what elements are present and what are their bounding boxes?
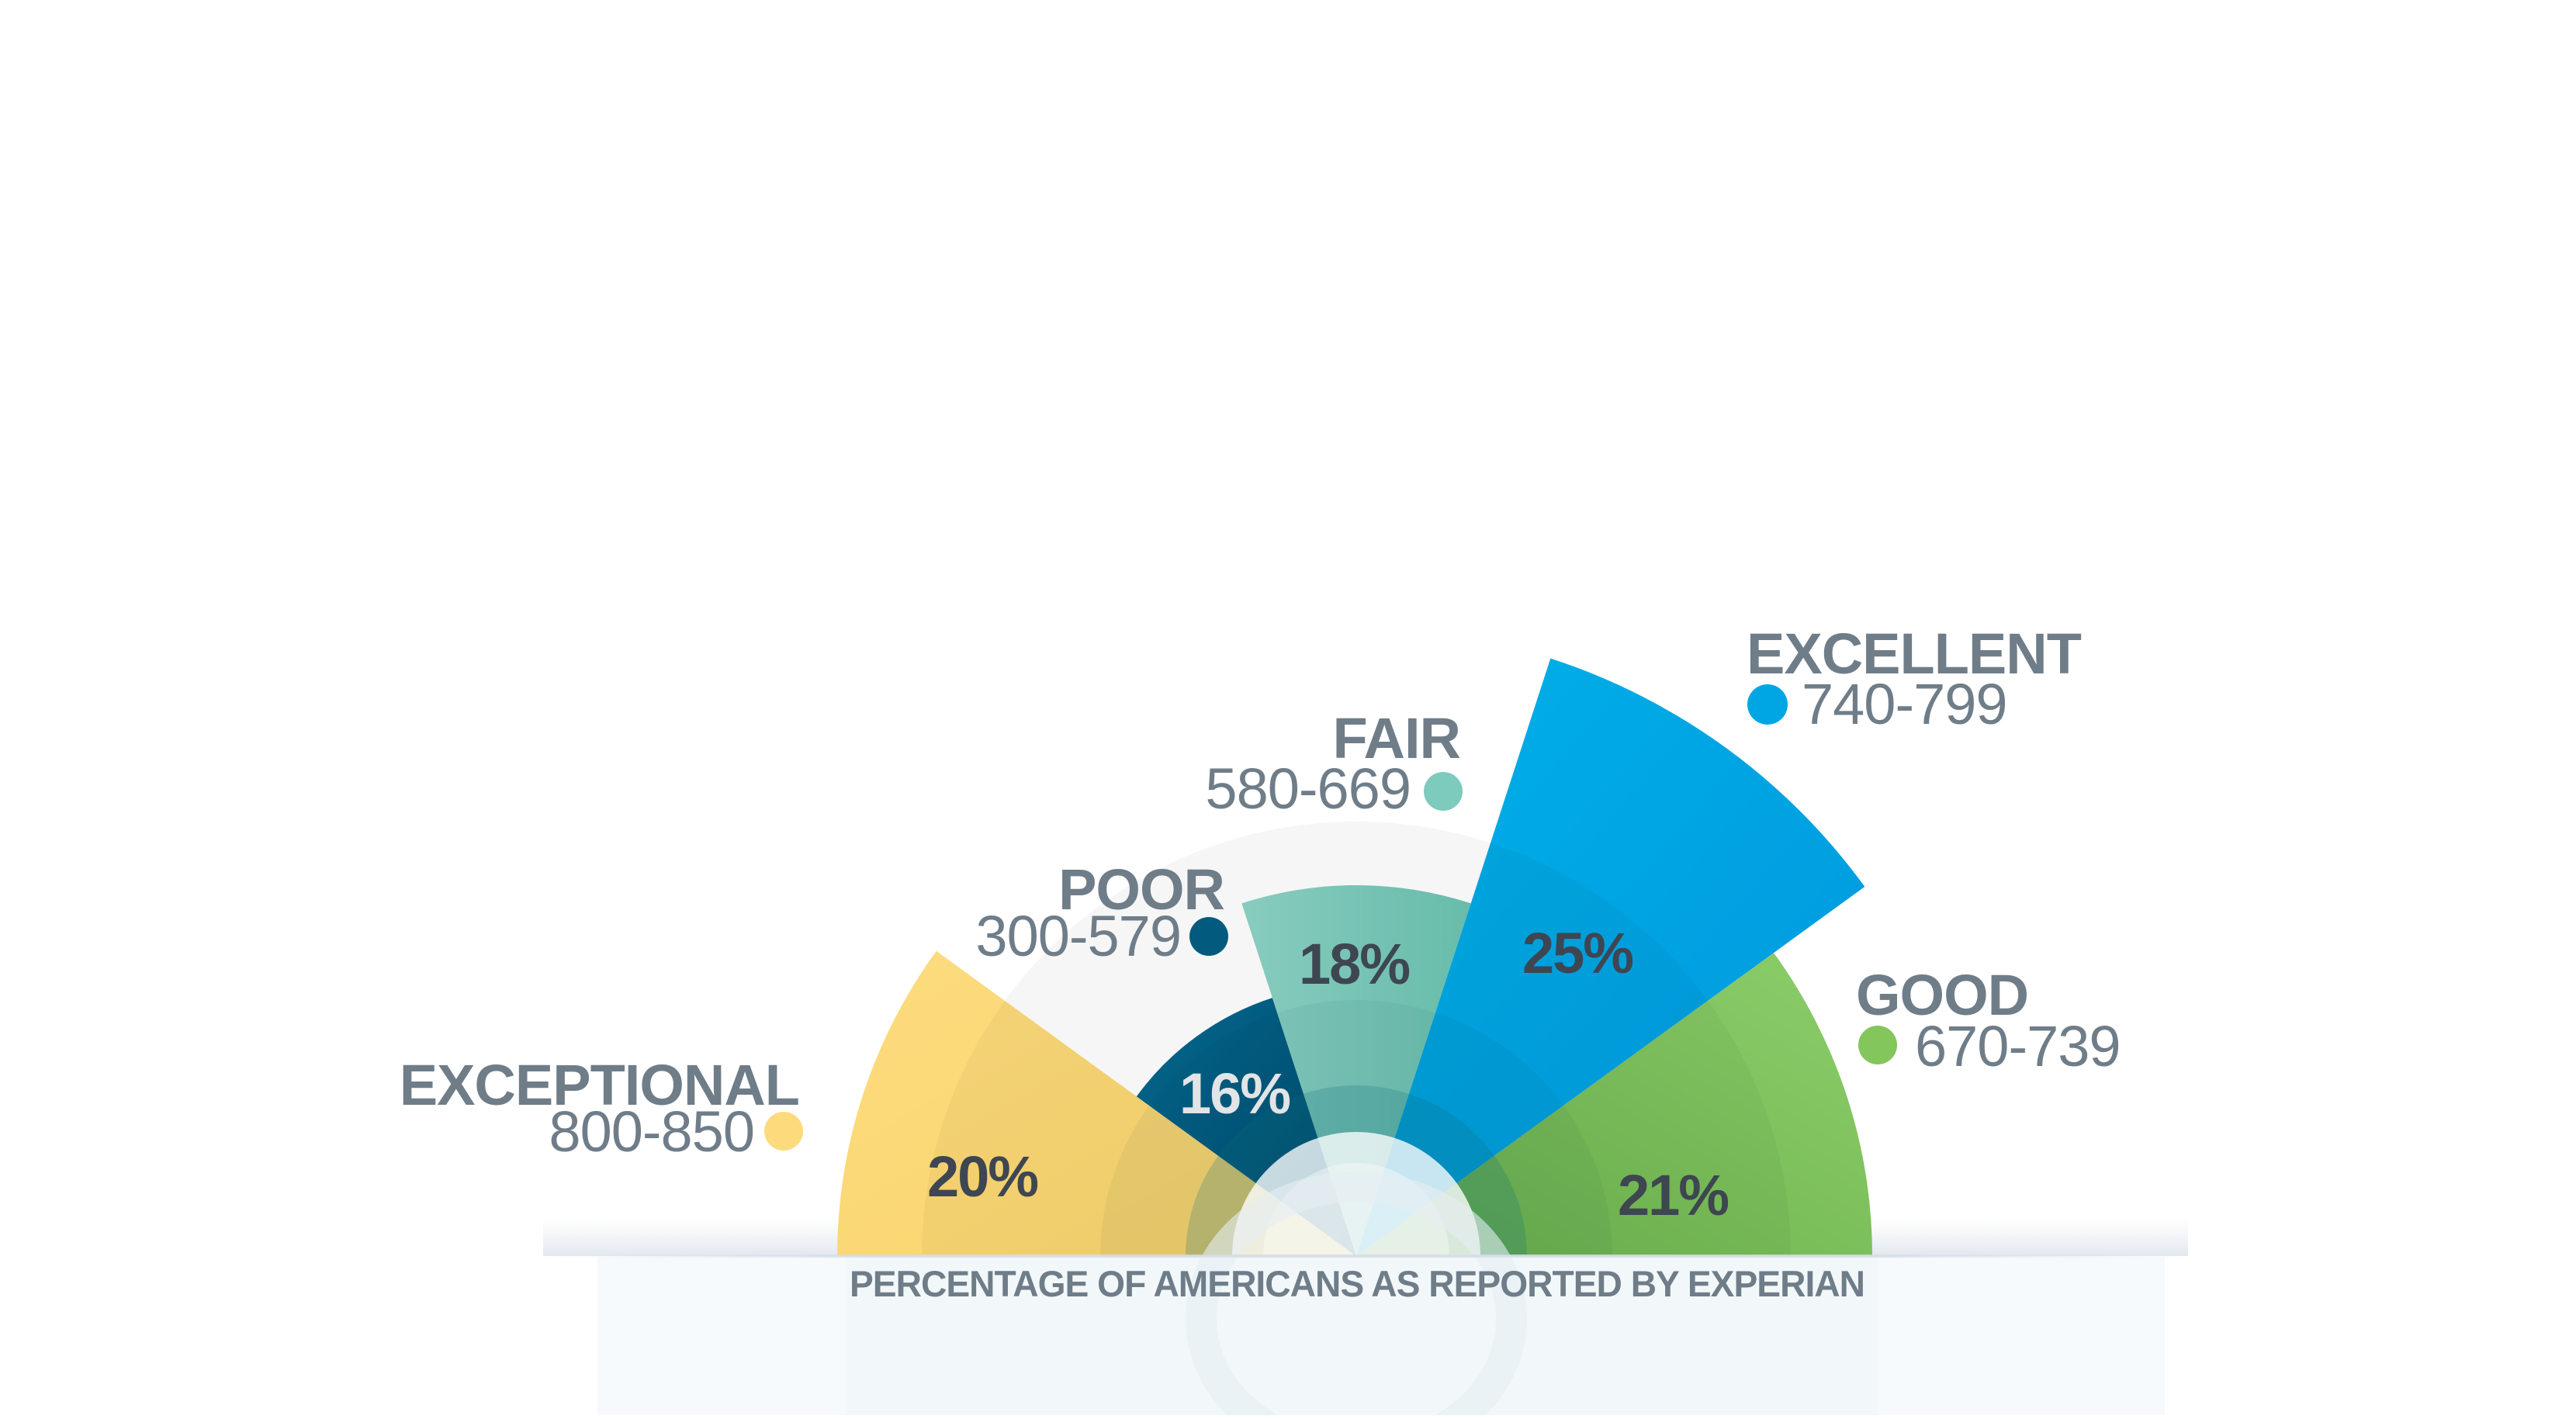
- category-range-excellent: 740-799: [1802, 672, 2007, 736]
- chart-caption: PERCENTAGE OF AMERICANS AS REPORTED BY E…: [850, 1263, 1864, 1304]
- category-name-fair: FAIR: [1332, 706, 1460, 770]
- segment-exceptional[interactable]: [837, 950, 1356, 1256]
- pct-label-exceptional: 20%: [927, 1144, 1037, 1209]
- category-name-poor: POOR: [1058, 857, 1224, 922]
- baseline: [543, 1255, 2188, 1258]
- category-range-poor: 300-579: [975, 904, 1181, 968]
- segment-good[interactable]: [1356, 953, 1872, 1256]
- segment-excellent[interactable]: [1356, 658, 1865, 1256]
- pct-label-good: 21%: [1618, 1163, 1728, 1227]
- category-range-exceptional: 800-850: [549, 1099, 754, 1164]
- pct-label-excellent: 25%: [1522, 921, 1633, 985]
- segment-fair[interactable]: [1241, 885, 1471, 1256]
- category-range-good: 670-739: [1915, 1014, 2121, 1078]
- pct-label-fair: 18%: [1299, 932, 1409, 996]
- legend-dot-good: [1858, 1026, 1897, 1064]
- legend-dot-exceptional: [764, 1112, 803, 1151]
- ring-shade-mid: [1100, 1000, 1612, 1256]
- category-name-exceptional: EXCEPTIONAL: [400, 1053, 799, 1117]
- category-name-excellent: EXCELLENT: [1747, 621, 2082, 686]
- legend-dot-fair: [1424, 772, 1463, 811]
- category-range-fair: 580-669: [1205, 756, 1411, 821]
- reflection-chart: [846, 1257, 1878, 1415]
- pct-label-poor: 16%: [1179, 1061, 1290, 1126]
- legend-dot-excellent: [1747, 684, 1788, 725]
- reflection-ring: [1186, 1172, 1527, 1419]
- legend-dot-poor: [1189, 917, 1228, 956]
- category-name-good: GOOD: [1856, 963, 2028, 1027]
